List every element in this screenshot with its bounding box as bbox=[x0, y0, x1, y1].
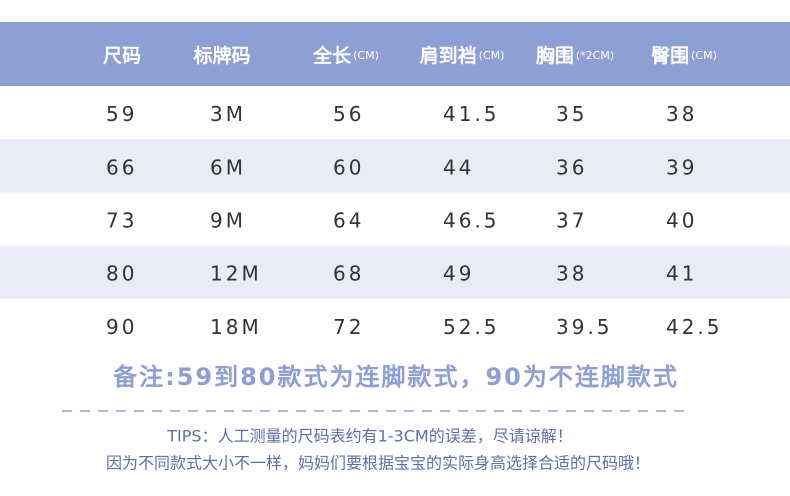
cell: 6M bbox=[210, 155, 246, 179]
header-unit: (CM) bbox=[479, 49, 505, 62]
cell: 56 bbox=[333, 102, 364, 126]
cell: 40 bbox=[666, 209, 697, 233]
cell: 38 bbox=[666, 102, 697, 126]
cell: 66 bbox=[106, 155, 137, 179]
header-label: 标牌码 bbox=[193, 44, 250, 67]
cell: 59 bbox=[106, 102, 137, 126]
cell: 12M bbox=[210, 262, 262, 286]
cell: 68 bbox=[333, 262, 364, 286]
header-unit: (CM) bbox=[353, 49, 379, 62]
header-cell: 臀围 (CM) bbox=[651, 45, 717, 67]
cell: 39 bbox=[666, 155, 697, 179]
header-unit: (CM) bbox=[691, 49, 717, 62]
cell: 73 bbox=[106, 209, 137, 233]
header-cell: 标牌码 bbox=[193, 44, 250, 67]
cell: 18M bbox=[210, 315, 262, 339]
row-band bbox=[0, 139, 790, 193]
header-cell: 肩到裆 (CM) bbox=[420, 44, 505, 67]
cell: 52.5 bbox=[443, 315, 500, 339]
note: 备注:59到80款式为连脚款式，90为不连脚款式 bbox=[112, 363, 679, 391]
cell: 44 bbox=[443, 155, 474, 179]
cell: 39.5 bbox=[556, 315, 613, 339]
cell: 3M bbox=[210, 102, 246, 126]
header-label: 肩到裆 bbox=[420, 44, 477, 67]
cell: 35 bbox=[556, 102, 587, 126]
header-label: 胸围 bbox=[536, 44, 574, 67]
header-band bbox=[0, 22, 790, 86]
header-cell: 胸围 (*2CM) bbox=[536, 44, 614, 67]
cell: 80 bbox=[106, 262, 137, 286]
row-band bbox=[0, 245, 790, 299]
cell: 9M bbox=[210, 209, 246, 233]
cell: 64 bbox=[333, 209, 364, 233]
header-unit: (*2CM) bbox=[576, 49, 614, 62]
cell: 41 bbox=[666, 262, 697, 286]
cell: 49 bbox=[443, 262, 474, 286]
cell: 37 bbox=[556, 209, 587, 233]
cell: 41.5 bbox=[443, 102, 500, 126]
cell: 36 bbox=[556, 155, 587, 179]
header-label: 臀围 bbox=[651, 45, 689, 67]
table: 尺码 标牌码 全长 (CM) 肩到裆 (CM) 胸围 (*2CM) 臀围 (CM)59 3M 56 41… bbox=[0, 44, 790, 339]
header-label: 全长 bbox=[312, 44, 352, 67]
cell: 42.5 bbox=[666, 315, 723, 339]
header-cell: 尺码 bbox=[103, 45, 141, 67]
tip: 因为不同款式大小不一样，妈妈们要根据宝宝的实际身高选择合适的尺码哦！ bbox=[106, 454, 650, 473]
cell: 38 bbox=[556, 262, 587, 286]
cell: 60 bbox=[333, 155, 364, 179]
cell: 72 bbox=[333, 315, 364, 339]
header-label: 尺码 bbox=[103, 45, 141, 67]
tip: TIPS：人工测量的尺码表约有1-3CM的误差，尽请谅解！ bbox=[166, 427, 572, 446]
header-cell: 全长 (CM) bbox=[312, 44, 379, 67]
cell: 90 bbox=[106, 315, 137, 339]
cell: 46.5 bbox=[443, 209, 500, 233]
